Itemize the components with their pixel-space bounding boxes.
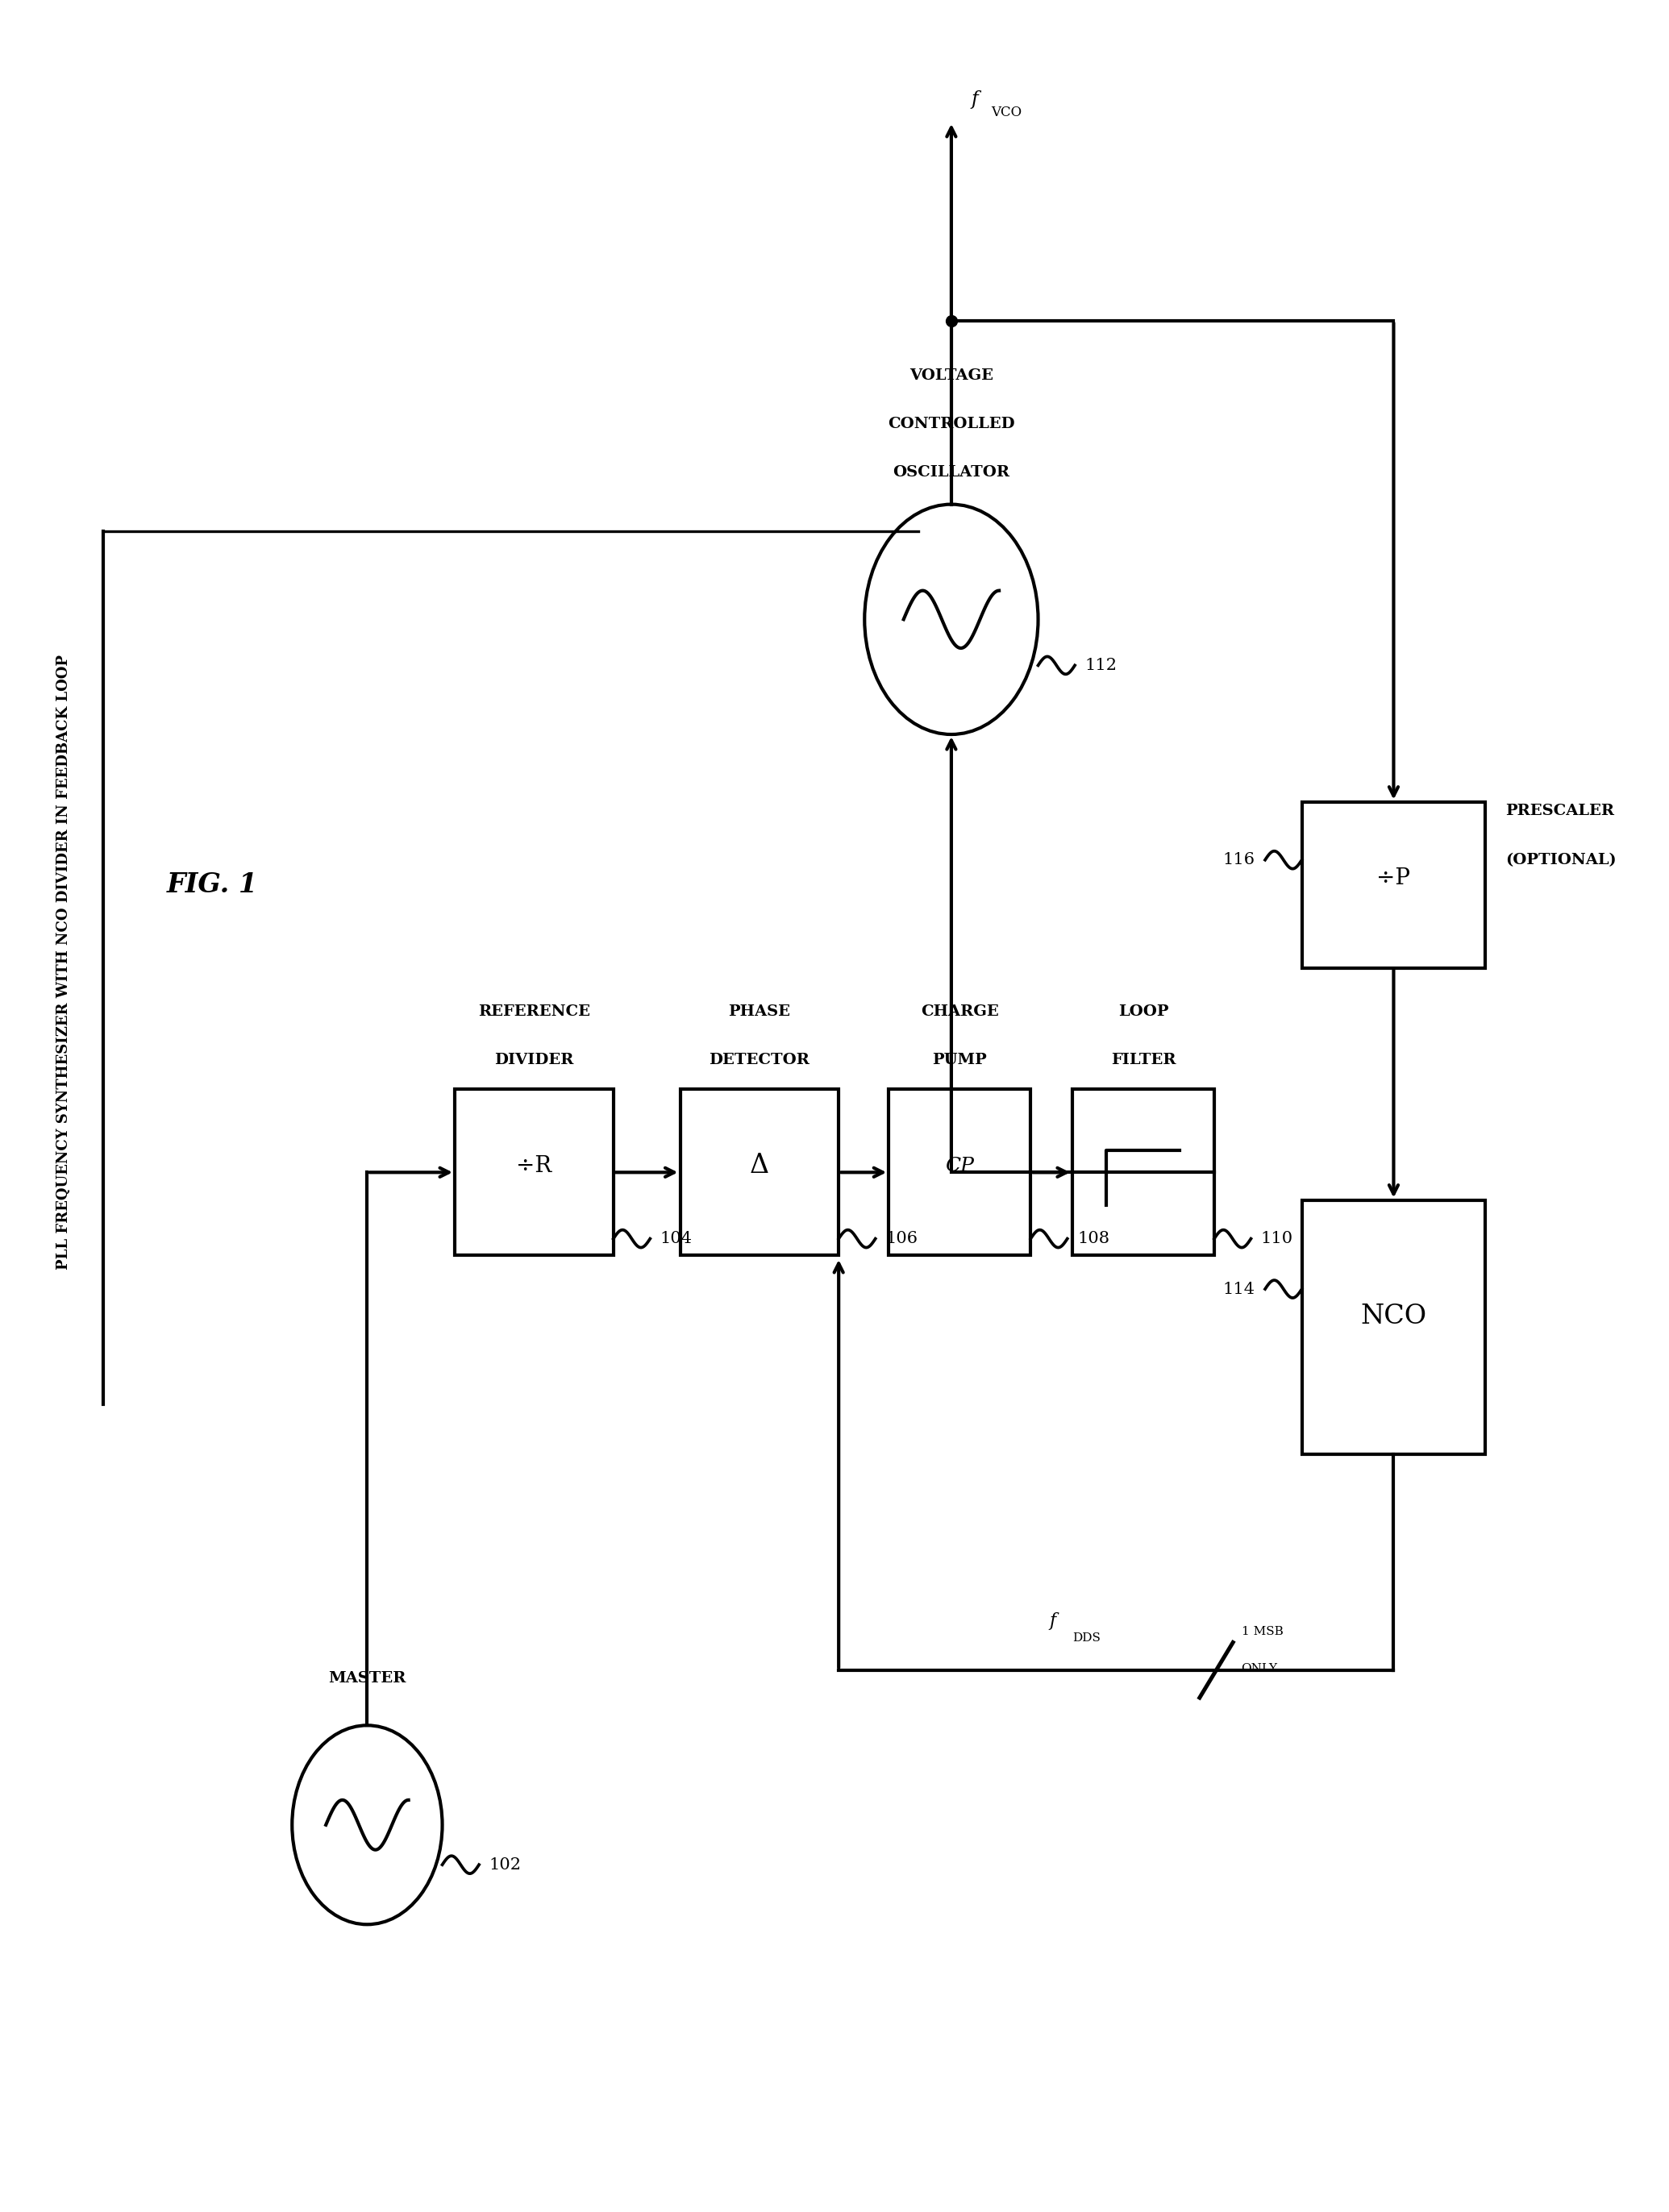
Text: CP: CP xyxy=(945,1157,975,1175)
Text: PRESCALER: PRESCALER xyxy=(1505,803,1614,818)
Text: DETECTOR: DETECTOR xyxy=(709,1053,809,1068)
Bar xyxy=(1302,1199,1485,1455)
Text: ÷R: ÷R xyxy=(516,1155,552,1177)
Text: 104: 104 xyxy=(661,1232,693,1245)
Text: FILTER: FILTER xyxy=(1112,1053,1175,1068)
Text: DDS: DDS xyxy=(1073,1632,1102,1644)
Text: PHASE: PHASE xyxy=(728,1004,791,1018)
Text: 116: 116 xyxy=(1223,852,1255,867)
Text: 110: 110 xyxy=(1262,1232,1293,1245)
Text: 112: 112 xyxy=(1085,657,1117,672)
Text: PUMP: PUMP xyxy=(933,1053,986,1068)
Text: CONTROLLED: CONTROLLED xyxy=(888,416,1015,431)
Text: 1 MSB: 1 MSB xyxy=(1242,1626,1283,1637)
Text: FIG. 1: FIG. 1 xyxy=(167,872,259,898)
Text: DIVIDER: DIVIDER xyxy=(494,1053,574,1068)
Text: CHARGE: CHARGE xyxy=(921,1004,998,1018)
Bar xyxy=(888,1091,1030,1256)
Text: PLL FREQUENCY SYNTHESIZER WITH NCO DIVIDER IN FEEDBACK LOOP: PLL FREQUENCY SYNTHESIZER WITH NCO DIVID… xyxy=(57,655,70,1270)
Text: NCO: NCO xyxy=(1360,1303,1427,1329)
Bar xyxy=(1302,803,1485,969)
Text: VCO: VCO xyxy=(991,106,1021,119)
Text: (OPTIONAL): (OPTIONAL) xyxy=(1505,852,1616,867)
Text: ÷P: ÷P xyxy=(1377,867,1410,889)
Text: 102: 102 xyxy=(489,1858,521,1871)
Text: LOOP: LOOP xyxy=(1118,1004,1168,1018)
Bar xyxy=(454,1091,614,1256)
Text: ONLY: ONLY xyxy=(1242,1663,1277,1674)
Text: OSCILLATOR: OSCILLATOR xyxy=(893,465,1010,480)
Text: Δ: Δ xyxy=(749,1152,769,1179)
Text: REFERENCE: REFERENCE xyxy=(477,1004,591,1018)
Text: VOLTAGE: VOLTAGE xyxy=(910,367,993,383)
Text: 106: 106 xyxy=(886,1232,918,1245)
Text: 108: 108 xyxy=(1078,1232,1110,1245)
Bar xyxy=(681,1091,840,1256)
Text: 114: 114 xyxy=(1223,1281,1255,1296)
Text: f: f xyxy=(1050,1613,1056,1630)
Text: f: f xyxy=(971,91,978,108)
Bar xyxy=(1073,1091,1215,1256)
Text: MASTER: MASTER xyxy=(329,1670,406,1686)
